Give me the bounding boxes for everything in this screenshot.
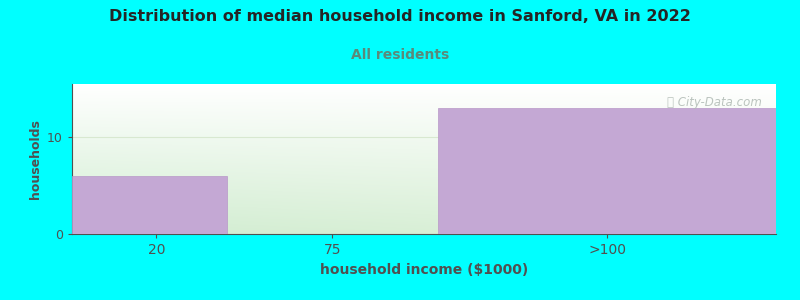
X-axis label: household income ($1000): household income ($1000) bbox=[320, 262, 528, 277]
Text: ⓘ City-Data.com: ⓘ City-Data.com bbox=[667, 96, 762, 109]
Bar bbox=[438, 108, 776, 234]
Text: Distribution of median household income in Sanford, VA in 2022: Distribution of median household income … bbox=[109, 9, 691, 24]
Text: All residents: All residents bbox=[351, 48, 449, 62]
Y-axis label: households: households bbox=[29, 119, 42, 199]
Bar bbox=[72, 176, 227, 234]
